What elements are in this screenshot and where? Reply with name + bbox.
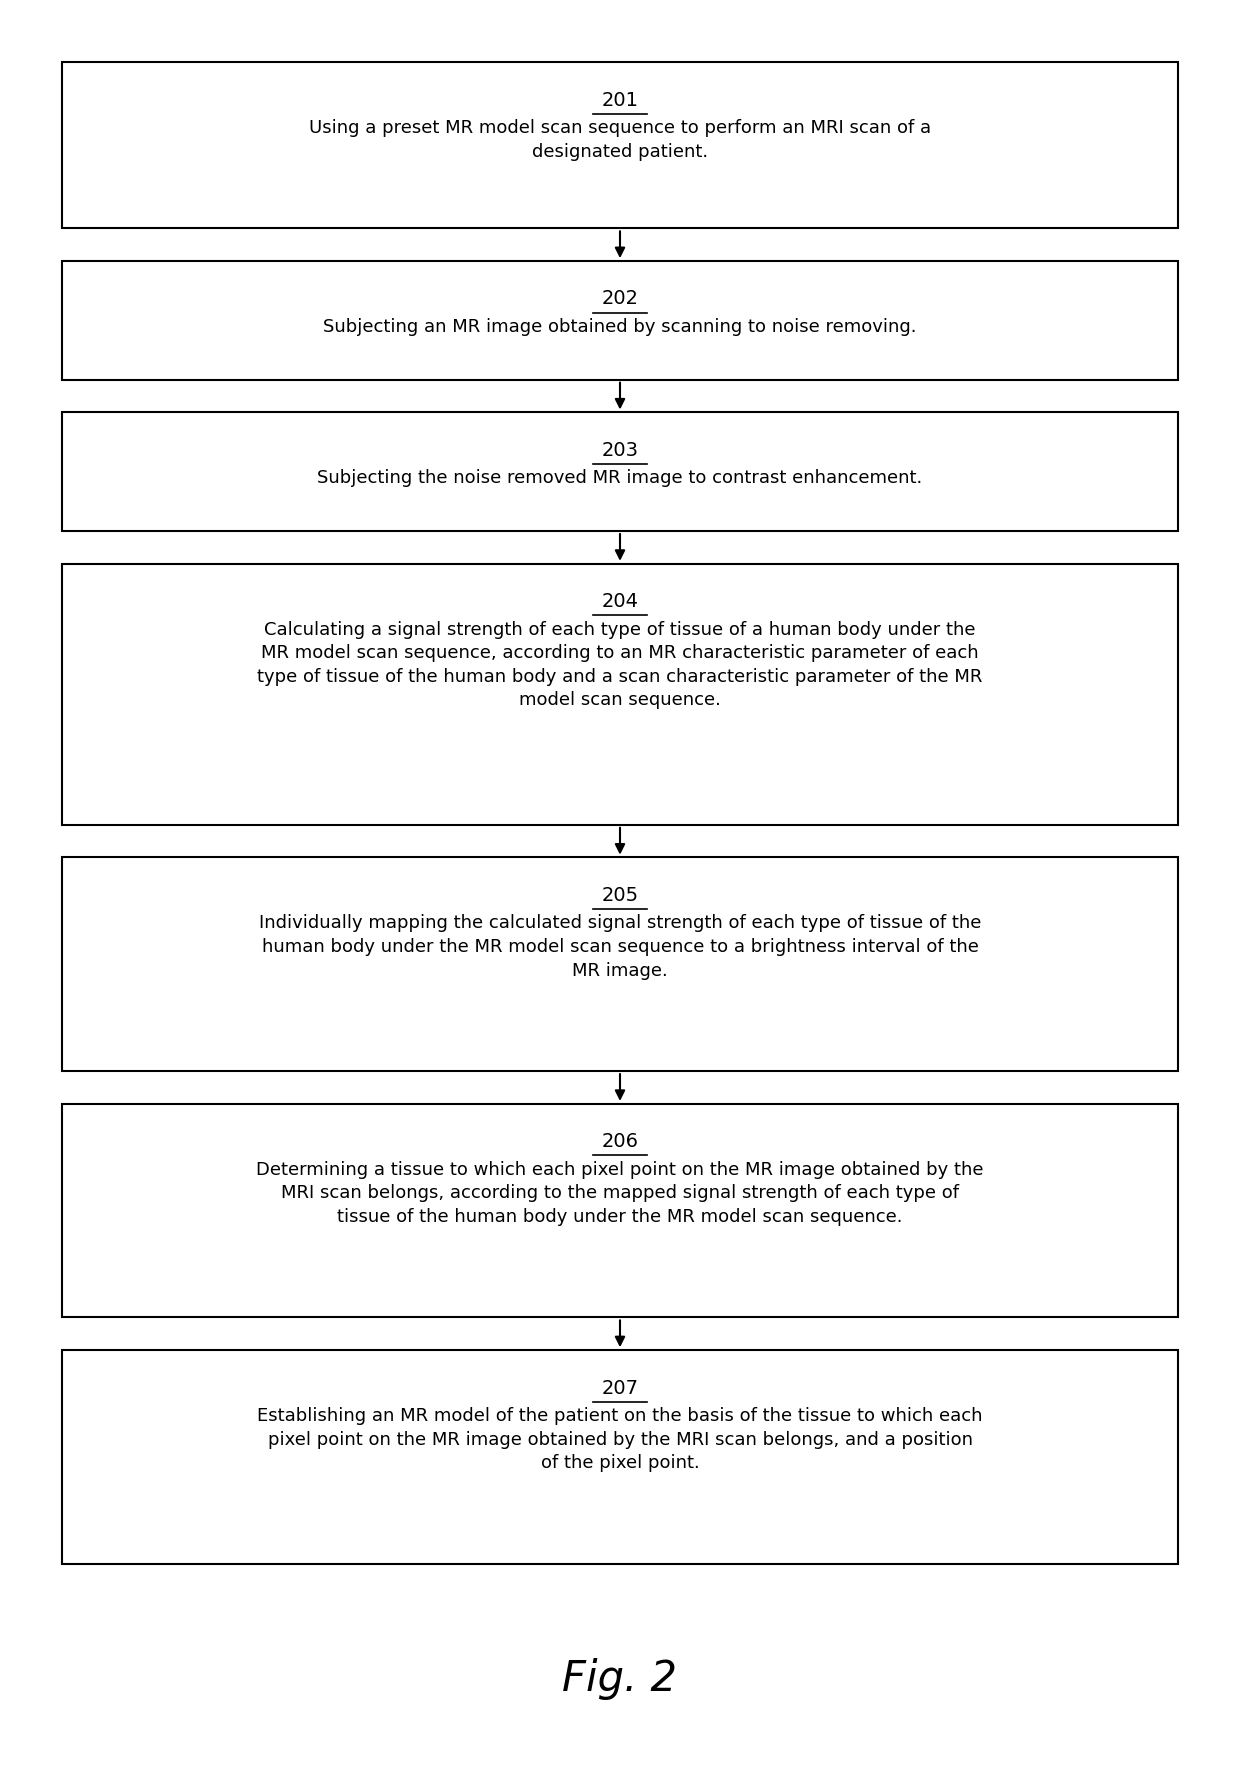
Bar	[62, 261, 1178, 380]
Text: 204: 204	[601, 592, 639, 611]
Bar	[62, 858, 1178, 1072]
Text: 205: 205	[601, 887, 639, 904]
Text: Subjecting the noise removed MR image to contrast enhancement.: Subjecting the noise removed MR image to…	[317, 469, 923, 487]
Text: Fig. 2: Fig. 2	[563, 1658, 677, 1701]
Text: Using a preset MR model scan sequence to perform an MRI scan of a
designated pat: Using a preset MR model scan sequence to…	[309, 119, 931, 160]
Text: 203: 203	[601, 441, 639, 460]
Text: 206: 206	[601, 1132, 639, 1151]
Text: Calculating a signal strength of each type of tissue of a human body under the
M: Calculating a signal strength of each ty…	[258, 620, 982, 709]
Text: 202: 202	[601, 290, 639, 309]
Bar	[62, 412, 1178, 531]
Text: Subjecting an MR image obtained by scanning to noise removing.: Subjecting an MR image obtained by scann…	[324, 318, 916, 336]
Text: Establishing an MR model of the patient on the basis of the tissue to which each: Establishing an MR model of the patient …	[257, 1407, 983, 1471]
Text: 207: 207	[601, 1379, 639, 1397]
Text: Individually mapping the calculated signal strength of each type of tissue of th: Individually mapping the calculated sign…	[259, 915, 981, 979]
Bar	[62, 1351, 1178, 1564]
Bar	[62, 1104, 1178, 1317]
Text: Determining a tissue to which each pixel point on the MR image obtained by the
M: Determining a tissue to which each pixel…	[257, 1160, 983, 1226]
Text: 201: 201	[601, 91, 639, 110]
Bar	[62, 62, 1178, 229]
Bar	[62, 563, 1178, 825]
